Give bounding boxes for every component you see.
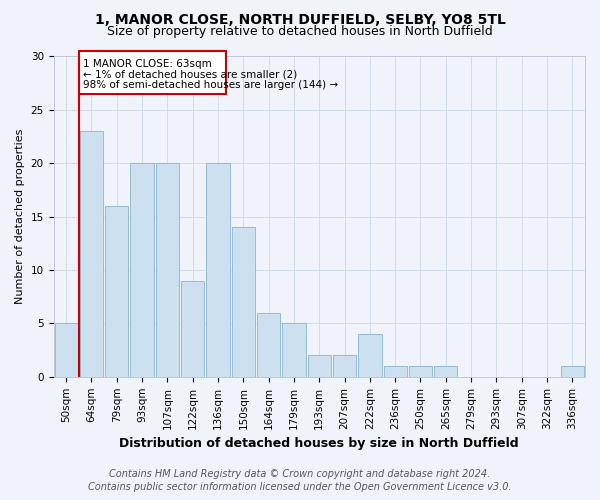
Bar [358,334,382,377]
Bar [105,206,128,377]
Bar [257,312,280,377]
Bar [434,366,457,377]
Text: 1 MANOR CLOSE: 63sqm: 1 MANOR CLOSE: 63sqm [83,58,212,68]
Bar [130,163,154,377]
Bar [232,228,255,377]
Text: Contains HM Land Registry data © Crown copyright and database right 2024.
Contai: Contains HM Land Registry data © Crown c… [88,470,512,492]
Text: 1, MANOR CLOSE, NORTH DUFFIELD, SELBY, YO8 5TL: 1, MANOR CLOSE, NORTH DUFFIELD, SELBY, Y… [95,12,505,26]
Bar [79,51,226,94]
Bar [283,324,305,377]
Text: ← 1% of detached houses are smaller (2): ← 1% of detached houses are smaller (2) [83,69,298,79]
Bar [80,131,103,377]
Bar [156,163,179,377]
Bar [409,366,432,377]
Text: 98% of semi-detached houses are larger (144) →: 98% of semi-detached houses are larger (… [83,80,338,90]
Bar [308,356,331,377]
Text: Size of property relative to detached houses in North Duffield: Size of property relative to detached ho… [107,25,493,38]
Bar [383,366,407,377]
Bar [181,280,205,377]
Bar [561,366,584,377]
Bar [333,356,356,377]
X-axis label: Distribution of detached houses by size in North Duffield: Distribution of detached houses by size … [119,437,519,450]
Bar [55,324,78,377]
Y-axis label: Number of detached properties: Number of detached properties [15,129,25,304]
Bar [206,163,230,377]
